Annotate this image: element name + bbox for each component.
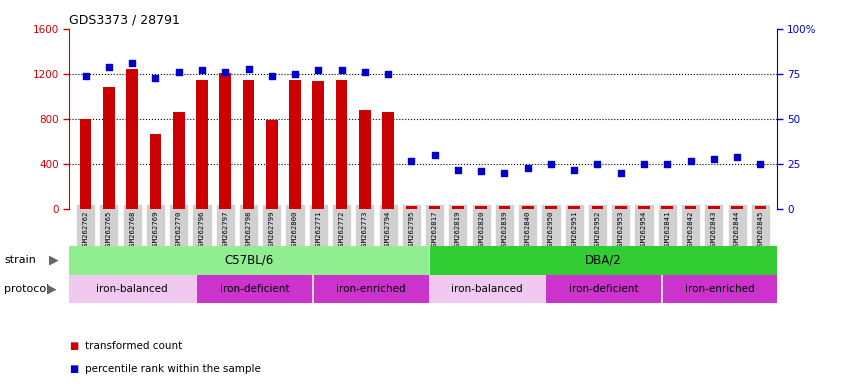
Bar <box>615 206 627 209</box>
Text: C57BL/6: C57BL/6 <box>224 254 273 266</box>
Bar <box>545 206 557 209</box>
Point <box>218 69 232 75</box>
Point <box>288 71 302 77</box>
Bar <box>662 275 777 303</box>
Bar <box>708 206 720 209</box>
Bar <box>289 79 301 209</box>
Text: strain: strain <box>4 255 36 265</box>
Text: percentile rank within the sample: percentile rank within the sample <box>85 364 261 374</box>
Bar <box>196 79 208 209</box>
Point <box>404 157 418 164</box>
Point <box>684 157 697 164</box>
Point <box>428 152 442 158</box>
Text: iron-enriched: iron-enriched <box>336 284 405 294</box>
Bar <box>382 112 394 209</box>
Point <box>637 161 651 167</box>
Bar <box>314 275 427 303</box>
Text: GDS3373 / 28791: GDS3373 / 28791 <box>69 13 180 26</box>
Bar <box>405 206 417 209</box>
Point <box>661 161 674 167</box>
Point <box>311 67 325 73</box>
Point <box>730 154 744 160</box>
Point <box>242 65 255 71</box>
Bar <box>266 120 277 209</box>
Bar <box>359 110 371 209</box>
Point <box>125 60 139 66</box>
Bar <box>126 70 138 209</box>
Bar <box>150 134 162 209</box>
Bar <box>430 275 544 303</box>
Bar <box>569 206 580 209</box>
Text: iron-deficient: iron-deficient <box>220 284 289 294</box>
Point <box>521 165 535 171</box>
Bar <box>336 79 348 209</box>
Point <box>172 69 185 75</box>
Bar <box>498 206 510 209</box>
Bar <box>547 275 660 303</box>
Bar <box>522 206 534 209</box>
Bar <box>173 112 184 209</box>
Point <box>335 67 349 73</box>
Point <box>544 161 558 167</box>
Text: iron-balanced: iron-balanced <box>96 284 168 294</box>
Bar <box>69 246 427 275</box>
Text: ■: ■ <box>69 341 79 351</box>
Point <box>149 74 162 81</box>
Point <box>591 161 604 167</box>
Text: transformed count: transformed count <box>85 341 182 351</box>
Bar <box>312 81 324 209</box>
Bar <box>219 73 231 209</box>
Bar <box>731 206 743 209</box>
Bar <box>429 206 441 209</box>
Text: ▶: ▶ <box>47 283 56 296</box>
Bar <box>684 206 696 209</box>
Point <box>265 73 278 79</box>
Point <box>754 161 767 167</box>
Bar <box>452 206 464 209</box>
Bar <box>662 206 673 209</box>
Point <box>102 64 116 70</box>
Text: protocol: protocol <box>4 284 49 294</box>
Bar <box>638 206 650 209</box>
Text: iron-deficient: iron-deficient <box>569 284 638 294</box>
Point <box>195 67 209 73</box>
Bar <box>69 275 195 303</box>
Point <box>475 168 488 174</box>
Point <box>707 156 721 162</box>
Point <box>382 71 395 77</box>
Point <box>358 69 371 75</box>
Point <box>614 170 628 176</box>
Text: DBA/2: DBA/2 <box>585 254 622 266</box>
Bar <box>80 119 91 209</box>
Bar <box>243 79 255 209</box>
Text: ■: ■ <box>69 364 79 374</box>
Point <box>568 167 581 173</box>
Point <box>79 73 92 79</box>
Text: ▶: ▶ <box>49 254 58 267</box>
Bar <box>430 246 777 275</box>
Bar <box>755 206 766 209</box>
Bar <box>591 206 603 209</box>
Point <box>497 170 511 176</box>
Bar <box>475 206 487 209</box>
Text: iron-enriched: iron-enriched <box>684 284 755 294</box>
Text: iron-balanced: iron-balanced <box>451 284 523 294</box>
Bar <box>197 275 311 303</box>
Point <box>451 167 464 173</box>
Bar <box>103 88 115 209</box>
